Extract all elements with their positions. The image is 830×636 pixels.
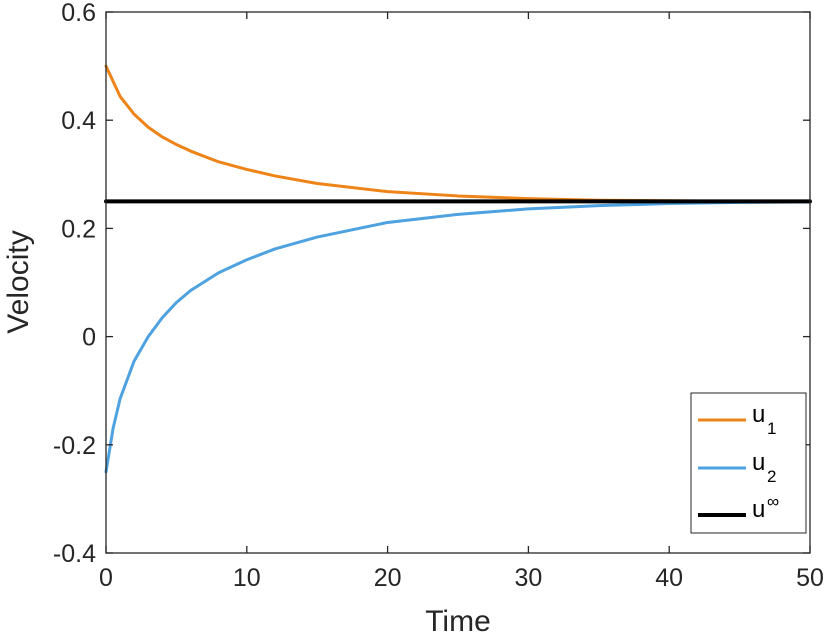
y-tick-label: 0.4 [61, 107, 96, 135]
series-layer [104, 64, 812, 474]
legend-label-1: u [752, 401, 765, 428]
legend-label-2: u [752, 449, 765, 476]
y-tick-label: -0.4 [53, 540, 96, 568]
x-axis-label: Time [425, 605, 491, 636]
legend-label-3: u [752, 496, 765, 523]
x-tick-label: 20 [374, 564, 402, 592]
y-tick-label: 0.2 [61, 215, 96, 243]
x-tick-label: 0 [99, 564, 113, 592]
legend-label-script-2: 2 [767, 467, 776, 486]
legend-label-script-1: 1 [767, 419, 776, 438]
tick-labels-layer: 0 10 20 30 40 50 -0.4 -0.2 0 0.2 0.4 0.6 [53, 0, 824, 592]
legend-label-script-3: ∞ [767, 492, 779, 511]
y-tick-label: -0.2 [53, 432, 96, 460]
y-tick-label: 0.6 [61, 0, 96, 27]
y-axis-label: Velocity [2, 230, 35, 333]
y-tick-label: 0 [82, 324, 96, 352]
plot-frame [105, 11, 811, 554]
series-line-2 [104, 200, 812, 474]
x-tick-label: 40 [655, 564, 683, 592]
x-tick-label: 30 [514, 564, 542, 592]
x-tick-label: 10 [233, 564, 261, 592]
x-tick-label: 50 [796, 564, 824, 592]
legend-box [690, 392, 807, 534]
